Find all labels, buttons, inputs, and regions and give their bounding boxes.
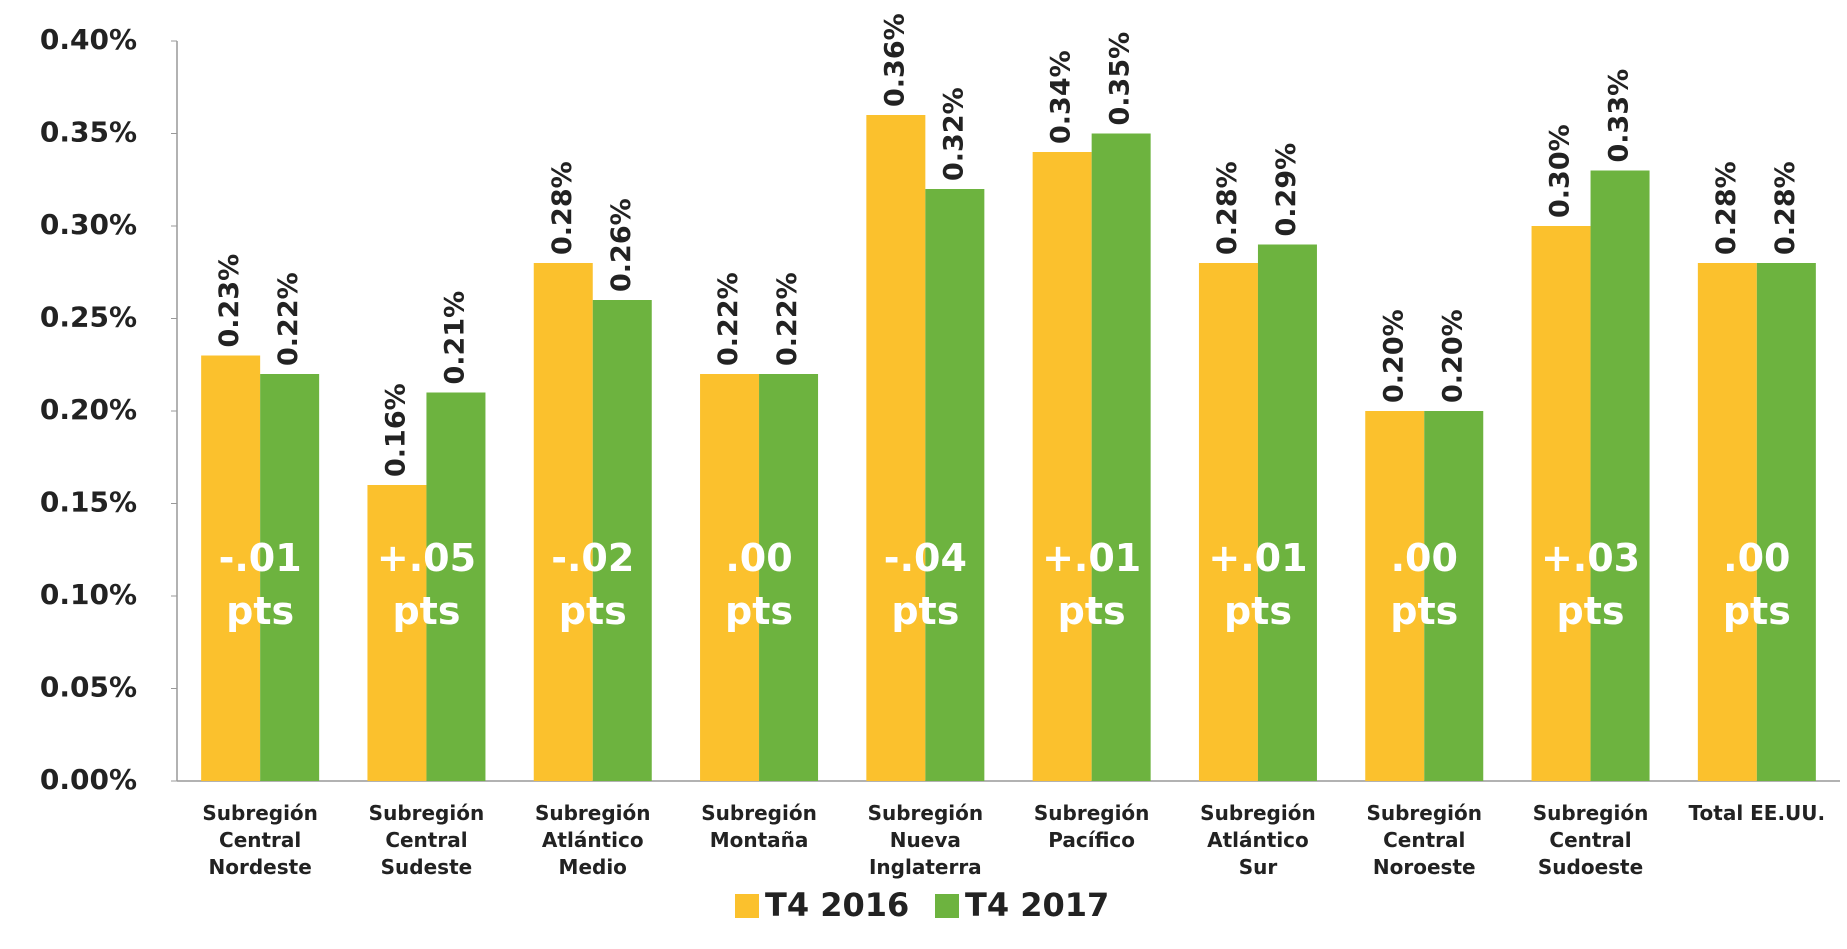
bar bbox=[1531, 226, 1591, 781]
value-label: 0.28% bbox=[1770, 161, 1801, 255]
bar bbox=[201, 355, 261, 781]
value-label: 0.22% bbox=[273, 272, 304, 366]
bar bbox=[1198, 263, 1258, 781]
value-label: 0.26% bbox=[606, 198, 637, 292]
bar bbox=[1257, 244, 1317, 781]
bar bbox=[260, 374, 320, 781]
value-label: 0.28% bbox=[547, 161, 578, 255]
x-tick-label: Subregión Atlántico Sur bbox=[1200, 801, 1316, 879]
bar bbox=[925, 189, 985, 781]
x-tick-label: Subregión Central Sudoeste bbox=[1533, 801, 1649, 879]
legend-label: T4 2017 bbox=[965, 886, 1109, 924]
value-label: 0.33% bbox=[1604, 69, 1635, 163]
bar bbox=[1032, 152, 1092, 781]
bar bbox=[592, 300, 652, 781]
bar bbox=[700, 374, 760, 781]
bar bbox=[426, 392, 486, 781]
bar bbox=[1424, 411, 1484, 781]
value-label: 0.34% bbox=[1046, 50, 1077, 144]
y-tick-label: 0.20% bbox=[40, 393, 137, 426]
annotation: .00 pts bbox=[1390, 536, 1458, 633]
y-tick-label: 0.25% bbox=[40, 301, 137, 334]
bar bbox=[533, 263, 593, 781]
x-tick-label: Subregión Atlántico Medio bbox=[535, 801, 651, 879]
y-tick-label: 0.10% bbox=[40, 578, 137, 611]
value-label: 0.30% bbox=[1545, 124, 1576, 218]
bar bbox=[1756, 263, 1816, 781]
value-label: 0.32% bbox=[938, 87, 969, 181]
annotation: .00 pts bbox=[725, 536, 793, 633]
y-tick-label: 0.05% bbox=[40, 671, 137, 704]
value-label: 0.23% bbox=[214, 254, 245, 348]
value-label: 0.16% bbox=[380, 383, 411, 477]
annotation: -.01 pts bbox=[219, 536, 302, 633]
annotation: +.01 pts bbox=[1042, 536, 1141, 633]
bar bbox=[1365, 411, 1425, 781]
x-tick-label: Subregión Nueva Inglaterra bbox=[868, 801, 984, 879]
y-tick-label: 0.00% bbox=[40, 763, 137, 796]
value-label: 0.20% bbox=[1437, 309, 1468, 403]
value-label: 0.20% bbox=[1378, 309, 1409, 403]
x-tick-label: Total EE.UU. bbox=[1689, 801, 1826, 825]
y-tick-label: 0.40% bbox=[40, 23, 137, 56]
x-tick-label: Subregión Montaña bbox=[701, 801, 817, 852]
value-label: 0.21% bbox=[439, 291, 470, 385]
x-tick-label: Subregión Central Nordeste bbox=[202, 801, 318, 879]
value-label: 0.28% bbox=[1711, 161, 1742, 255]
value-label: 0.28% bbox=[1212, 161, 1243, 255]
value-label: 0.22% bbox=[713, 272, 744, 366]
x-tick-label: Subregión Pacífico bbox=[1034, 801, 1150, 852]
bar bbox=[1590, 170, 1650, 781]
y-tick-label: 0.35% bbox=[40, 116, 137, 149]
annotation: +.05 pts bbox=[377, 536, 476, 633]
x-tick-label: Subregión Central Sudeste bbox=[369, 801, 485, 879]
annotation: -.02 pts bbox=[551, 536, 634, 633]
annotation: +.03 pts bbox=[1541, 536, 1640, 633]
x-tick-label: Subregión Central Noroeste bbox=[1366, 801, 1482, 879]
annotation: +.01 pts bbox=[1208, 536, 1307, 633]
legend-swatch bbox=[735, 894, 759, 918]
bar bbox=[866, 115, 926, 781]
value-label: 0.36% bbox=[879, 13, 910, 107]
y-tick-label: 0.30% bbox=[40, 208, 137, 241]
annotation: -.04 pts bbox=[884, 536, 967, 633]
bar bbox=[1697, 263, 1757, 781]
bar bbox=[1091, 133, 1151, 781]
bar bbox=[367, 485, 427, 781]
value-label: 0.22% bbox=[772, 272, 803, 366]
annotation: .00 pts bbox=[1723, 536, 1791, 633]
y-tick-label: 0.15% bbox=[40, 486, 137, 519]
value-label: 0.29% bbox=[1271, 143, 1302, 237]
bar bbox=[759, 374, 819, 781]
legend-swatch bbox=[935, 894, 959, 918]
legend-label: T4 2016 bbox=[765, 886, 909, 924]
value-label: 0.35% bbox=[1105, 32, 1136, 126]
